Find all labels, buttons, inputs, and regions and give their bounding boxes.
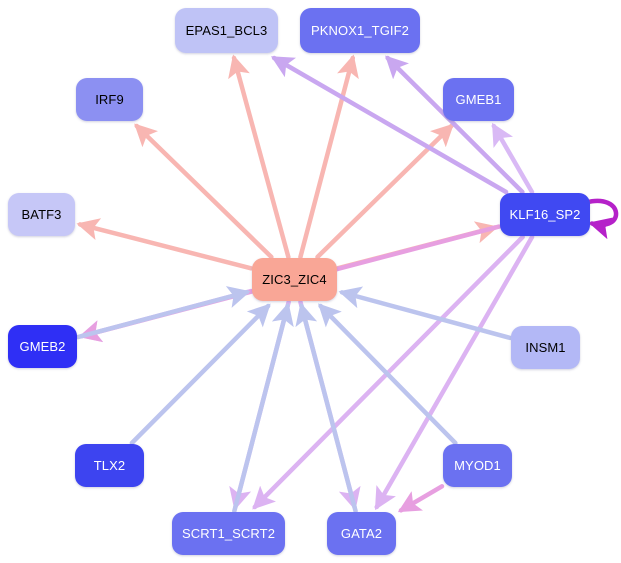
node-label: ZIC3_ZIC4 [262,272,327,287]
node-batf3[interactable]: BATF3 [8,193,75,236]
node-label: GATA2 [340,526,383,541]
edge-zic3_zic4-to-gmeb1 [315,123,454,260]
edge-klf16_sp2-self-loop [583,198,619,240]
node-tlx2[interactable]: TLX2 [75,444,144,487]
edge-klf16_sp2-to-pknox1_tgif2 [385,55,525,195]
node-label: GMEB1 [455,92,502,107]
node-pknox1_tgif2[interactable]: PKNOX1_TGIF2 [300,8,420,53]
node-label: IRF9 [95,92,124,107]
node-label: TLX2 [93,458,126,473]
edge-klf16_sp2-to-gata2 [374,234,535,511]
node-gmeb1[interactable]: GMEB1 [443,78,514,121]
edge-scrt1_scrt2-to-zic3_zic4 [232,302,294,514]
node-label: INSM1 [525,340,566,355]
node-klf16_sp2[interactable]: KLF16_SP2 [500,193,590,236]
edge-klf16_sp2-to-gmeb1 [491,122,535,195]
edge-zic3_zic4-to-irf9 [134,123,274,260]
node-irf9[interactable]: IRF9 [76,78,143,121]
node-gmeb2[interactable]: GMEB2 [8,325,77,368]
node-label: EPAS1_BCL3 [185,23,268,38]
edge-gata2-to-zic3_zic4 [295,302,358,514]
edge-gmeb2-to-zic3_zic4 [75,286,251,340]
node-zic3_zic4[interactable]: ZIC3_ZIC4 [252,258,337,301]
edge-myod1-to-gata2 [397,484,445,513]
node-scrt1_scrt2[interactable]: SCRT1_SCRT2 [172,512,285,555]
edge-myod1-to-zic3_zic4 [318,303,458,446]
edge-klf16_sp2-to-epas1_bcl3 [270,55,509,195]
node-myod1[interactable]: MYOD1 [443,444,512,487]
edge-zic3_zic4-to-epas1_bcl3 [228,54,291,260]
node-epas1_bcl3[interactable]: EPAS1_BCL3 [175,8,278,53]
edge-klf16_sp2-to-scrt1_scrt2 [252,234,525,510]
node-label: MYOD1 [454,458,501,473]
edge-zic3_zic4-to-batf3 [76,218,254,271]
edge-insm1-to-zic3_zic4 [338,286,513,341]
node-label: SCRT1_SCRT2 [181,526,276,541]
node-label: KLF16_SP2 [509,207,581,222]
node-label: GMEB2 [19,339,66,354]
node-label: PKNOX1_TGIF2 [310,23,409,38]
edge-tlx2-to-zic3_zic4 [129,303,271,446]
node-label: BATF3 [21,207,62,222]
edge-zic3_zic4-to-pknox1_tgif2 [298,54,359,260]
node-insm1[interactable]: INSM1 [511,326,580,369]
node-gata2[interactable]: GATA2 [327,512,396,555]
